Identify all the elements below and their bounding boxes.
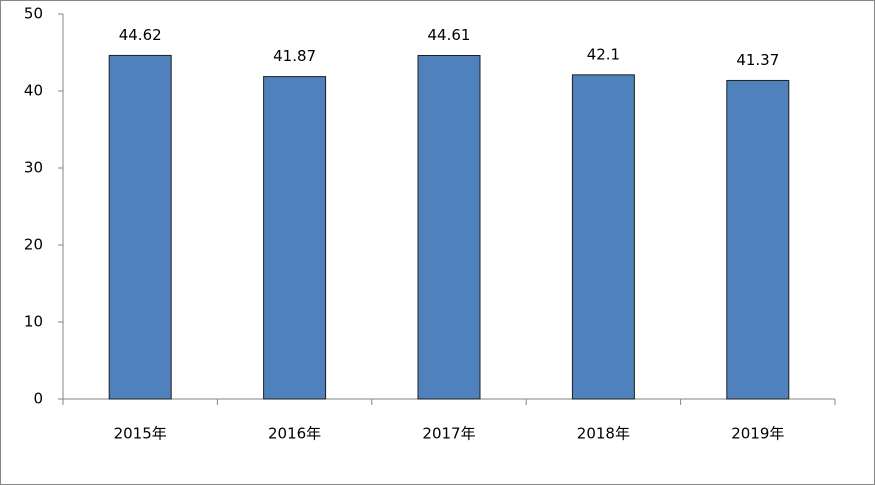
value-label: 44.62 <box>119 26 162 44</box>
bar <box>108 54 172 400</box>
bar <box>571 74 635 400</box>
y-tick-label: 50 <box>24 5 43 23</box>
bar <box>263 76 327 400</box>
y-tick-label: 40 <box>24 82 43 100</box>
value-label: 44.61 <box>428 26 471 44</box>
bar <box>726 79 790 400</box>
value-label: 41.37 <box>736 51 779 69</box>
y-tick-label: 30 <box>24 159 43 177</box>
x-tick-label: 2017年 <box>422 425 475 443</box>
y-tick-label: 10 <box>24 313 43 331</box>
y-tick-label: 20 <box>24 236 43 254</box>
y-tick-label: 0 <box>33 390 43 408</box>
x-tick-label: 2016年 <box>268 425 321 443</box>
x-tick-label: 2015年 <box>114 425 167 443</box>
value-label: 42.1 <box>587 45 620 63</box>
value-label: 41.87 <box>273 47 316 65</box>
x-tick-label: 2019年 <box>731 425 784 443</box>
x-tick-label: 2018年 <box>577 425 630 443</box>
bar <box>417 55 481 400</box>
